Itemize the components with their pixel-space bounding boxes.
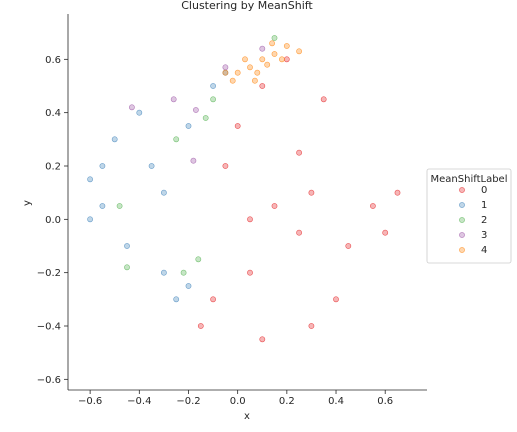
point-4-10 bbox=[229, 77, 236, 84]
point-0-0 bbox=[271, 203, 278, 209]
legend-marker-2 bbox=[459, 217, 465, 223]
point-4-7 bbox=[278, 56, 285, 63]
point-0-7 bbox=[283, 56, 290, 63]
point-0-6 bbox=[234, 123, 241, 129]
point-0-8 bbox=[197, 323, 204, 329]
point-4-3 bbox=[283, 43, 290, 49]
point-4-13 bbox=[251, 77, 258, 84]
plot-area bbox=[87, 35, 401, 343]
legend-box bbox=[426, 168, 512, 264]
x-tick-label: 0.4 bbox=[328, 396, 344, 407]
point-4-12 bbox=[269, 40, 275, 47]
point-1-7 bbox=[210, 83, 216, 89]
point-4-5 bbox=[264, 61, 271, 68]
point-4-6 bbox=[234, 69, 241, 76]
x-tick-label: −0.4 bbox=[127, 396, 151, 407]
point-2-7 bbox=[202, 115, 209, 121]
point-1-2 bbox=[111, 136, 118, 143]
point-1-14 bbox=[185, 283, 192, 289]
point-1-5 bbox=[124, 243, 130, 249]
point-0-14 bbox=[333, 296, 339, 303]
y-tick-label: 0.2 bbox=[45, 162, 61, 173]
y-tick-label: 0.6 bbox=[45, 55, 61, 66]
point-4-0 bbox=[247, 64, 253, 71]
point-1-4 bbox=[160, 269, 167, 276]
point-0-9 bbox=[369, 203, 376, 209]
point-1-1 bbox=[99, 203, 106, 209]
point-1-12 bbox=[99, 163, 106, 169]
point-0-13 bbox=[382, 229, 389, 236]
point-3-5 bbox=[190, 157, 197, 164]
point-1-11 bbox=[87, 216, 93, 223]
point-4-2 bbox=[271, 51, 278, 57]
point-0-5 bbox=[345, 243, 352, 249]
point-2-5 bbox=[195, 256, 202, 263]
y-ticks: −0.6 −0.4 −0.2 0.0 0.2 0.4 0.6 bbox=[37, 55, 68, 386]
y-tick-label: 0.4 bbox=[45, 108, 61, 119]
point-0-1 bbox=[296, 229, 302, 236]
y-tick-label: −0.2 bbox=[37, 268, 61, 279]
point-3-3 bbox=[222, 64, 229, 71]
point-3-4 bbox=[259, 45, 266, 52]
point-2-1 bbox=[173, 136, 180, 143]
x-tick-label: 0.0 bbox=[230, 396, 246, 407]
point-1-3 bbox=[136, 109, 143, 116]
point-0-19 bbox=[259, 83, 266, 89]
x-ticks: −0.6 −0.4 −0.2 0.0 0.2 0.4 0.6 bbox=[78, 390, 393, 407]
axes bbox=[67, 14, 427, 391]
legend-marker-3 bbox=[459, 232, 465, 238]
point-2-2 bbox=[271, 35, 278, 41]
point-0-15 bbox=[296, 149, 302, 156]
legend-label-1: 1 bbox=[481, 200, 487, 211]
point-1-13 bbox=[160, 189, 167, 196]
point-0-4 bbox=[308, 189, 315, 196]
legend-marker-4 bbox=[459, 247, 465, 253]
point-2-6 bbox=[180, 269, 187, 276]
y-tick-label: −0.4 bbox=[37, 322, 61, 333]
point-2-3 bbox=[116, 203, 123, 209]
y-tick-label: 0.0 bbox=[45, 215, 61, 226]
x-tick-label: 0.6 bbox=[377, 396, 393, 407]
legend-marker-1 bbox=[459, 202, 465, 208]
x-tick-label: −0.6 bbox=[78, 396, 102, 407]
point-4-11 bbox=[222, 69, 229, 76]
point-0-18 bbox=[308, 323, 315, 329]
point-0-12 bbox=[222, 163, 229, 169]
point-4-4 bbox=[254, 69, 261, 76]
x-axis-label: x bbox=[244, 411, 250, 422]
legend-marker-0 bbox=[459, 187, 465, 193]
point-3-2 bbox=[192, 107, 199, 113]
x-tick-label: −0.2 bbox=[176, 396, 200, 407]
legend-label-4: 4 bbox=[481, 245, 487, 256]
point-0-11 bbox=[320, 96, 327, 103]
point-0-2 bbox=[247, 216, 253, 223]
point-1-9 bbox=[148, 163, 155, 169]
point-3-0 bbox=[128, 104, 135, 111]
y-axis-label: y bbox=[22, 200, 33, 206]
legend: MeanShiftLabel 0 1 2 3 4 bbox=[426, 168, 512, 264]
point-0-17 bbox=[394, 189, 401, 196]
point-2-0 bbox=[210, 96, 216, 103]
legend-label-2: 2 bbox=[481, 215, 487, 226]
legend-title: MeanShiftLabel bbox=[431, 174, 508, 185]
point-0-10 bbox=[259, 336, 266, 343]
point-1-6 bbox=[185, 123, 192, 129]
y-tick-label: −0.6 bbox=[37, 375, 61, 386]
point-4-1 bbox=[259, 56, 266, 63]
point-4-8 bbox=[296, 48, 302, 55]
chart-title: Clustering by MeanShift bbox=[181, 0, 313, 12]
point-0-16 bbox=[247, 269, 253, 276]
point-1-0 bbox=[87, 176, 93, 183]
legend-label-3: 3 bbox=[481, 230, 487, 241]
point-3-1 bbox=[170, 96, 177, 103]
legend-label-0: 0 bbox=[481, 185, 487, 196]
x-tick-label: 0.2 bbox=[279, 396, 295, 407]
point-4-9 bbox=[242, 56, 248, 63]
point-0-3 bbox=[210, 296, 216, 303]
point-1-8 bbox=[173, 296, 180, 303]
point-2-4 bbox=[124, 264, 130, 271]
